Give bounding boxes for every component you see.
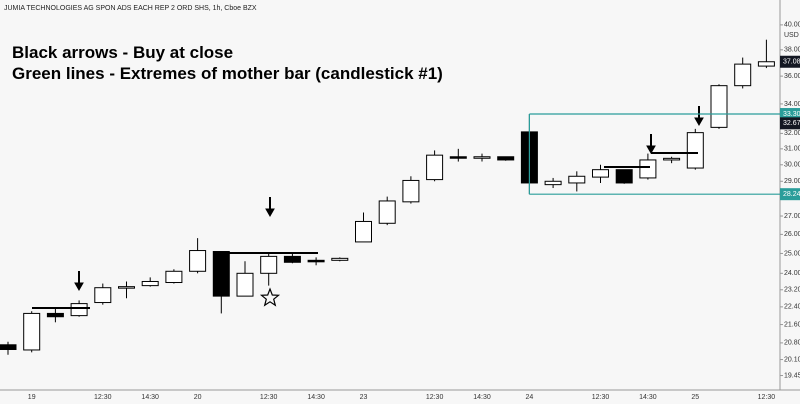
y-tick-label: 24.00 xyxy=(784,270,800,277)
y-tick-label: 36.00 xyxy=(784,73,800,80)
candle-body xyxy=(165,270,183,284)
candle-body xyxy=(544,180,562,186)
candle-body xyxy=(710,85,728,128)
candle-body xyxy=(236,272,254,297)
y-tick-label: 40.00 xyxy=(784,22,800,29)
candle-body xyxy=(592,169,609,178)
price-label-box xyxy=(780,117,800,130)
star xyxy=(259,287,281,307)
candle-body xyxy=(23,312,41,351)
currency-label: USD xyxy=(784,32,799,39)
price-label: 33.30 xyxy=(783,111,800,118)
price-label: 37.08 xyxy=(783,59,800,66)
price-label-box xyxy=(780,108,800,121)
arrow xyxy=(74,271,84,292)
price-label: 32.67 xyxy=(783,120,800,127)
y-tick-label: 22.40 xyxy=(784,304,800,311)
levels xyxy=(32,152,698,309)
y-tick-label: 23.20 xyxy=(784,287,800,294)
candle-body xyxy=(141,280,159,287)
plot xyxy=(0,39,775,355)
arrow xyxy=(646,134,656,155)
arrow xyxy=(694,106,704,127)
x-tick-label: 14:30 xyxy=(639,394,657,401)
x-tick-label: 25 xyxy=(691,394,699,401)
arrows xyxy=(74,106,704,292)
candle-body xyxy=(118,286,135,289)
y-tick-label: 31.00 xyxy=(784,146,800,153)
candle-body xyxy=(473,156,491,159)
arrow xyxy=(265,197,275,218)
y-tick-label: 25.00 xyxy=(784,250,800,257)
x-tick-label: 20 xyxy=(194,394,202,401)
candle-body xyxy=(46,312,64,318)
price-label-box xyxy=(780,188,800,201)
x-tick-label: 14:30 xyxy=(307,394,325,401)
y-tick-label: 38.00 xyxy=(784,47,800,54)
candle-body xyxy=(189,250,207,272)
annotation: Black arrows - Buy at close xyxy=(12,43,233,62)
y-tick-label: 34.00 xyxy=(784,101,800,108)
x-tick-label: 12:30 xyxy=(758,394,776,401)
candle-body xyxy=(402,179,420,203)
candle-body xyxy=(615,169,633,184)
y-tick-label: 20.80 xyxy=(784,340,800,347)
price-label: 28.24 xyxy=(783,191,800,198)
annotation: Green lines - Extremes of mother bar (ca… xyxy=(12,64,443,83)
candle-body xyxy=(568,175,586,184)
candle-body xyxy=(94,287,112,304)
y-tick-label: 19.45 xyxy=(784,372,800,379)
candle-body xyxy=(757,61,775,67)
y-tick-label: 27.00 xyxy=(784,213,800,220)
candle-body xyxy=(355,220,372,243)
candle-body xyxy=(426,154,444,181)
x-tick-label: 12:30 xyxy=(592,394,610,401)
y-tick-label: 20.10 xyxy=(784,356,800,363)
y-tick-label: 21.60 xyxy=(784,321,800,328)
chart-title: JUMIA TECHNOLOGIES AG SPON ADS EACH REP … xyxy=(4,5,257,12)
x-tick-label: 24 xyxy=(526,394,534,401)
x-tick-label: 12:30 xyxy=(260,394,278,401)
candle-body xyxy=(0,344,17,350)
candle-body xyxy=(497,156,515,161)
candle-body xyxy=(734,63,752,87)
candle-body xyxy=(639,159,657,179)
candle-body xyxy=(307,259,325,263)
candle-body xyxy=(212,251,230,297)
y-tick-label: 29.00 xyxy=(784,178,800,185)
candle-body xyxy=(663,157,681,161)
x-tick-label: 14:30 xyxy=(473,394,491,401)
candle-body xyxy=(686,132,704,169)
x-tick-label: 19 xyxy=(28,394,36,401)
x-tick-label: 12:30 xyxy=(426,394,444,401)
candle-body xyxy=(331,257,349,261)
y-tick-label: 32.00 xyxy=(784,130,800,137)
candle-body xyxy=(378,200,396,224)
candle-body xyxy=(283,255,301,263)
price-label-box xyxy=(780,55,800,68)
x-tick-label: 23 xyxy=(360,394,368,401)
candle-body xyxy=(260,255,278,274)
candle-body xyxy=(449,156,467,159)
x-tick-label: 12:30 xyxy=(94,394,112,401)
candle-body xyxy=(70,303,88,317)
y-tick-label: 26.00 xyxy=(784,231,800,238)
x-tick-label: 14:30 xyxy=(141,394,159,401)
y-tick-label: 30.00 xyxy=(784,162,800,169)
